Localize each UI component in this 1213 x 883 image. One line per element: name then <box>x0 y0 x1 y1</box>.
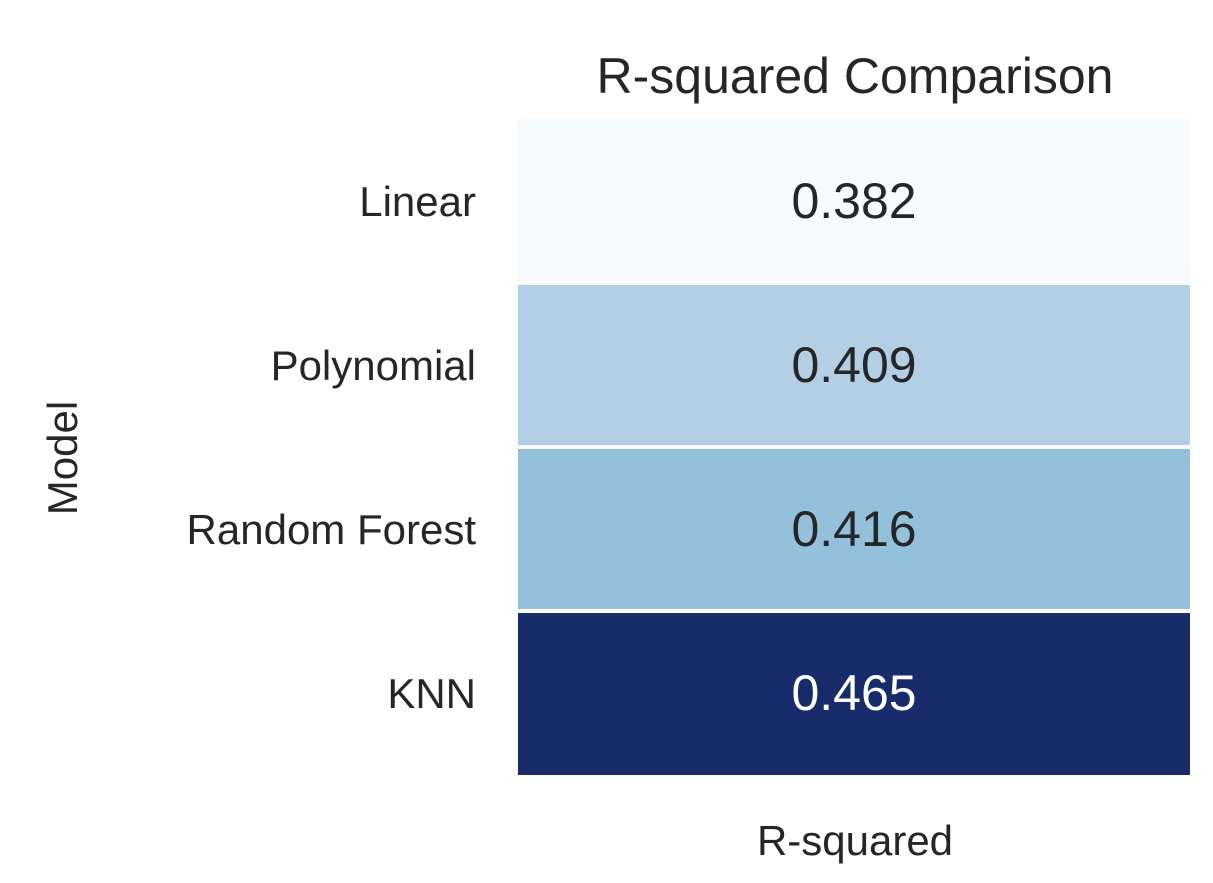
row-labels: Linear Polynomial Random Forest KNN <box>187 178 477 717</box>
heatmap-cell-linear <box>518 119 1190 281</box>
heatmap-cell-random-forest <box>518 449 1190 609</box>
x-axis-label: R-squared <box>757 817 953 864</box>
heatmap-cell-knn <box>518 613 1190 775</box>
cell-value-label: 0.382 <box>791 173 916 229</box>
chart-title: R-squared Comparison <box>597 48 1114 104</box>
heatmap-cell-polynomial <box>518 285 1190 445</box>
row-tick-label: KNN <box>387 670 476 717</box>
row-tick-label: Random Forest <box>187 506 477 553</box>
row-tick-label: Linear <box>359 178 476 225</box>
cell-value-label: 0.465 <box>791 665 916 721</box>
heatmap-cells: 0.382 0.409 0.416 0.465 <box>518 119 1190 775</box>
cell-value-label: 0.409 <box>791 337 916 393</box>
cell-value-label: 0.416 <box>791 501 916 557</box>
row-tick-label: Polynomial <box>271 342 476 389</box>
y-axis-label: Model <box>39 401 86 515</box>
